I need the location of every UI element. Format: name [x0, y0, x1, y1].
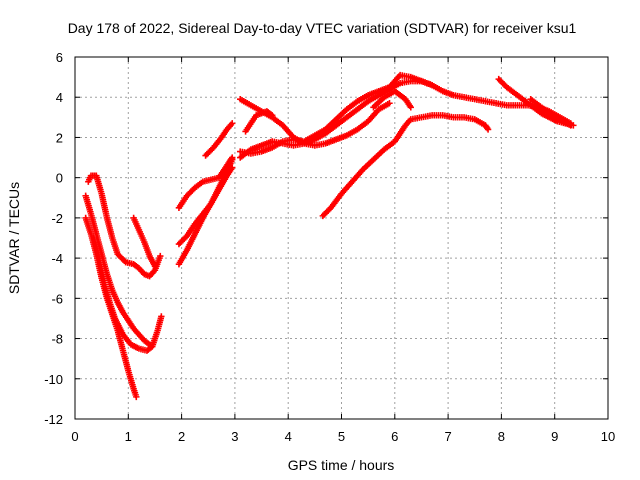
y-tick-label: 4: [56, 90, 63, 105]
series-arc-15: [319, 112, 492, 220]
x-tick-label: 1: [125, 429, 132, 444]
series-arc-14: [370, 87, 414, 111]
data-point: [269, 112, 276, 119]
x-tick-label: 6: [391, 429, 398, 444]
data-point: [567, 122, 574, 129]
y-tick-label: -12: [44, 412, 63, 427]
x-axis-label: GPS time / hours: [288, 457, 395, 473]
y-axis-label: SDTVAR / TECUs: [6, 182, 22, 294]
series-arc-13: [242, 108, 276, 135]
data-point: [158, 313, 165, 320]
data-point: [229, 156, 236, 163]
y-tick-label: 2: [56, 130, 63, 145]
series-arc-6: [175, 154, 236, 212]
x-tick-label: 3: [231, 429, 238, 444]
y-tick-label: 6: [56, 50, 63, 65]
y-tick-label: -8: [51, 332, 63, 347]
data-point: [267, 111, 275, 118]
series-arc-9: [202, 120, 236, 159]
x-tick-label: 7: [444, 429, 451, 444]
y-tick-labels: 6 4 2 0 -2 -4 -6 -8 -10 -12: [44, 50, 63, 427]
data-point: [484, 126, 492, 133]
x-tick-label: 2: [178, 429, 185, 444]
data-point: [428, 81, 436, 89]
x-tick-label: 5: [338, 429, 345, 444]
x-tick-label: 4: [285, 429, 292, 444]
series-arc-12: [237, 71, 436, 157]
series-arc-11: [237, 77, 574, 161]
data-point: [407, 104, 414, 111]
y-tick-label: 0: [56, 171, 63, 186]
data-point: [157, 252, 164, 260]
x-tick-label: 10: [601, 429, 615, 444]
series-arc-5: [130, 214, 159, 270]
data-point: [229, 120, 236, 127]
data-point: [145, 340, 152, 347]
x-tick-labels: 0 1 2 3 4 5 6 7 8 9 10: [71, 429, 615, 444]
x-tick-label: 8: [498, 429, 505, 444]
series-arc-17: [527, 96, 574, 129]
data-point: [146, 341, 153, 348]
data-points: [82, 71, 577, 401]
y-tick-label: -4: [51, 251, 63, 266]
x-tick-label: 0: [71, 429, 78, 444]
plot-frame: [74, 56, 609, 420]
y-tick-label: -6: [51, 291, 63, 306]
series-arc-4: [82, 192, 153, 348]
y-tick-label: -2: [51, 211, 63, 226]
data-point: [386, 100, 393, 107]
x-tick-label: 9: [551, 429, 558, 444]
series-arc-1: [85, 172, 164, 280]
data-point: [151, 262, 159, 270]
chart-title: Day 178 of 2022, Sidereal Day-to-day VTE…: [68, 20, 577, 36]
series-arc-3: [90, 234, 165, 354]
series-arc-8: [175, 156, 236, 268]
y-tick-label: -10: [44, 372, 63, 387]
data-point: [133, 393, 140, 401]
